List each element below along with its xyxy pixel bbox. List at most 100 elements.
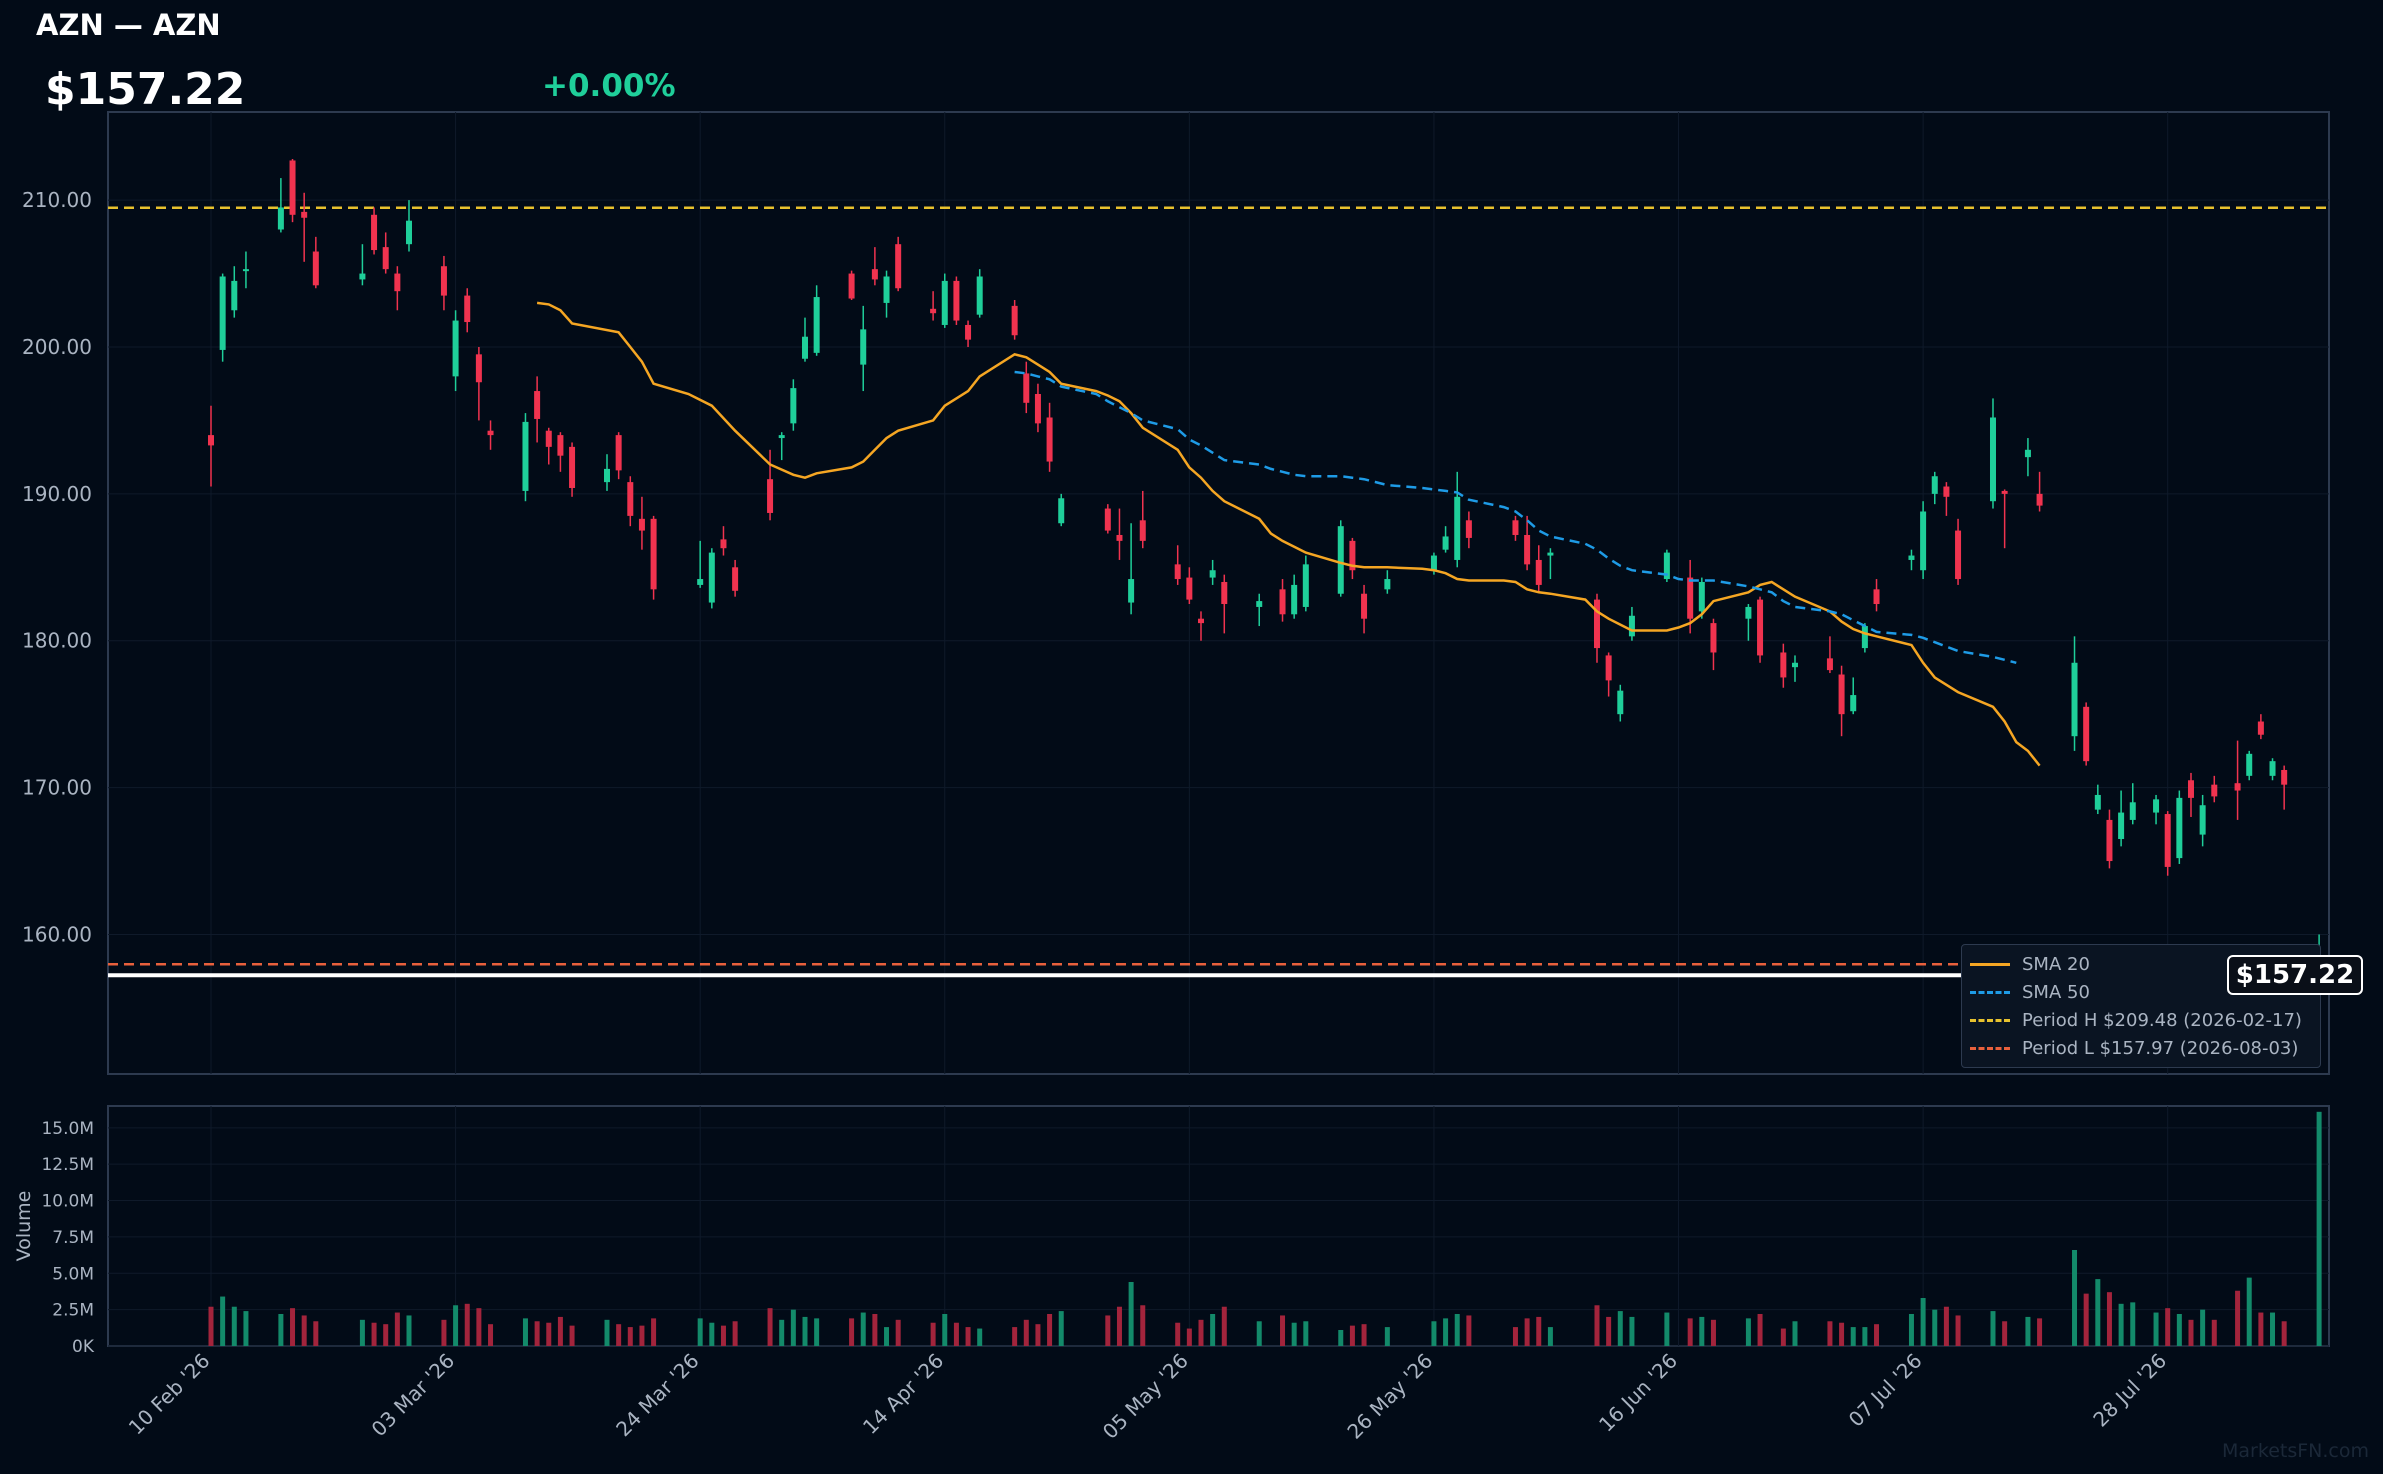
candle-body — [2176, 797, 2183, 859]
candle-body — [1861, 626, 1868, 649]
current-price: $157.22 — [45, 64, 246, 115]
candle-body — [1989, 417, 1996, 502]
candle-body — [2118, 812, 2125, 840]
volume-bar — [1687, 1318, 1693, 1346]
date-axis: 10 Feb '26 03 Mar '26 24 Mar '26 14 Apr '26… — [124, 1349, 2172, 1444]
candle-body — [534, 391, 541, 419]
candle-body — [1430, 555, 1437, 571]
candle-body — [1524, 534, 1531, 565]
volume-bar — [1466, 1315, 1472, 1346]
price-tick-label: 180.00 — [22, 629, 92, 653]
volume-bar — [732, 1321, 738, 1346]
candle-body — [2036, 493, 2043, 506]
volume-bar — [1338, 1330, 1344, 1346]
legend-label-sma50: SMA 50 — [2022, 981, 2090, 1003]
price-tick-label: 190.00 — [22, 482, 92, 506]
legend-item-sma20: SMA 20 — [1970, 950, 2090, 978]
volume-bar — [1629, 1316, 1635, 1346]
volume-bar — [441, 1319, 447, 1346]
candle-body — [848, 273, 855, 299]
candle-body — [1512, 520, 1519, 535]
candle-body — [1465, 520, 1472, 538]
volume-tick-label: 15.0M — [41, 1119, 94, 1139]
volume-bar — [1606, 1316, 1612, 1346]
price-change-percent: +0.00% — [542, 68, 676, 104]
candle-body — [2106, 819, 2113, 862]
volume-bar — [2002, 1321, 2008, 1346]
volume-bar — [371, 1322, 377, 1346]
volume-bar — [697, 1318, 703, 1346]
date-tick-label: 10 Feb '26 — [124, 1349, 215, 1440]
volume-bar — [1221, 1306, 1227, 1346]
candle-body — [767, 479, 774, 513]
volume-bar — [1920, 1298, 1926, 1346]
legend-label-period-high: Period H $209.48 (2026-02-17) — [2022, 1009, 2302, 1031]
volume-bar — [2118, 1303, 2124, 1346]
volume-bar — [790, 1309, 796, 1346]
candle-body — [1116, 534, 1123, 541]
volume-bar — [2037, 1318, 2043, 1346]
volume-bar — [2072, 1250, 2078, 1346]
volume-bar — [313, 1321, 319, 1346]
volume-bar — [1699, 1316, 1705, 1346]
volume-bar — [1780, 1328, 1786, 1346]
candle-body — [464, 295, 471, 323]
volume-bar — [1431, 1321, 1437, 1346]
candle-body — [2164, 814, 2171, 867]
volume-bar — [2281, 1321, 2287, 1346]
candle-body — [1920, 511, 1927, 571]
volume-bar — [290, 1308, 296, 1346]
volume-bar — [2176, 1314, 2182, 1346]
candle-body — [2001, 490, 2008, 494]
candle-body — [2187, 780, 2194, 798]
candle-body — [1687, 577, 1694, 619]
volume-bar — [476, 1308, 482, 1346]
volume-axis-label: Volume — [13, 1191, 35, 1262]
price-tick-label: 210.00 — [22, 188, 92, 212]
volume-bar — [534, 1321, 540, 1346]
volume-bar — [208, 1306, 214, 1346]
volume-bar — [2083, 1293, 2089, 1346]
candle-body — [2199, 805, 2206, 835]
candle-body — [1011, 305, 1018, 336]
volume-bar — [1454, 1314, 1460, 1346]
volume-bar — [1536, 1316, 1542, 1346]
candle-body — [1943, 486, 1950, 497]
volume-bar — [557, 1316, 563, 1346]
legend-swatch-sma50 — [1970, 990, 2010, 994]
candle-body — [2269, 761, 2276, 776]
volume-bar — [2025, 1316, 2031, 1346]
candle-body — [1547, 552, 1554, 556]
volume-bar — [301, 1315, 307, 1346]
candle-body — [1349, 540, 1356, 571]
volume-bar — [1617, 1311, 1623, 1346]
legend-item-sma50: SMA 50 — [1970, 978, 2090, 1006]
volume-bar — [1291, 1322, 1297, 1346]
candle-body — [871, 269, 878, 280]
volume-tick-label: 12.5M — [41, 1155, 94, 1175]
candle-body — [1256, 601, 1263, 607]
candle-body — [452, 320, 459, 377]
candle-body — [2257, 721, 2264, 735]
legend-swatch-sma20 — [1970, 962, 2010, 966]
volume-bar — [942, 1314, 948, 1346]
volume-bar — [720, 1325, 726, 1346]
date-tick-label: 26 May '26 — [1342, 1349, 1437, 1444]
price-tick-label: 160.00 — [22, 922, 92, 946]
candle-body — [231, 280, 238, 311]
candle-body — [790, 388, 797, 424]
date-tick-label: 07 Jul '26 — [1844, 1349, 1927, 1432]
volume-bar — [1757, 1314, 1763, 1346]
candle-body — [277, 207, 284, 230]
volume-bar — [965, 1327, 971, 1346]
volume-bar — [2316, 1111, 2322, 1346]
candle-body — [965, 324, 972, 340]
candle-body — [1128, 579, 1135, 603]
candle-body — [1710, 623, 1717, 653]
volume-bar — [2153, 1312, 2159, 1346]
candle-body — [732, 567, 739, 591]
volume-bar — [1349, 1325, 1355, 1346]
volume-bar — [1058, 1311, 1064, 1346]
candle-body — [603, 468, 610, 483]
volume-bar — [1256, 1321, 1262, 1346]
